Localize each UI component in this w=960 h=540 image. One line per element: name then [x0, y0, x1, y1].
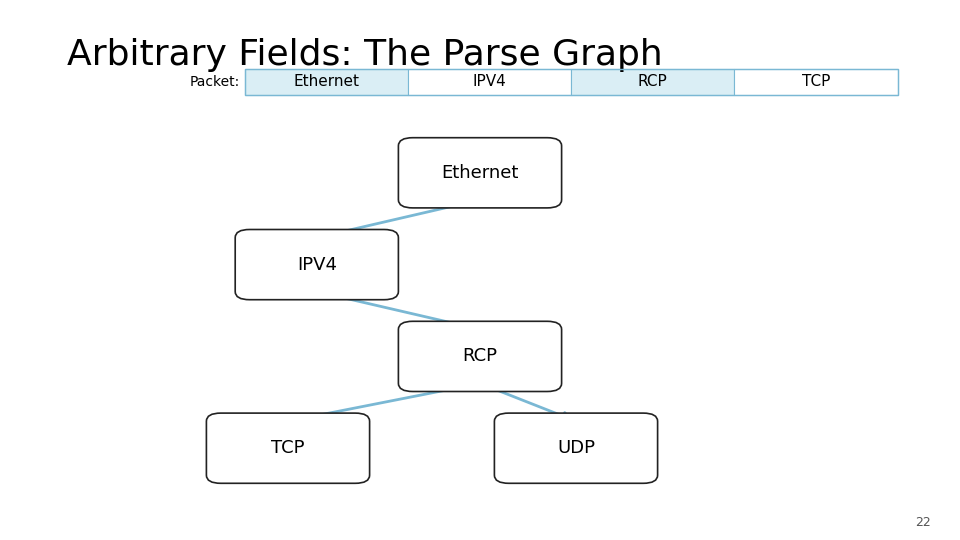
FancyBboxPatch shape	[494, 413, 658, 483]
Text: TCP: TCP	[272, 439, 304, 457]
Bar	[734, 69, 898, 94]
Text: Arbitrary Fields: The Parse Graph: Arbitrary Fields: The Parse Graph	[67, 38, 663, 72]
Text: Ethernet: Ethernet	[294, 74, 359, 89]
FancyBboxPatch shape	[206, 413, 370, 483]
Text: Ethernet: Ethernet	[442, 164, 518, 182]
Text: 22: 22	[916, 516, 931, 529]
Text: RCP: RCP	[638, 74, 667, 89]
Bar	[571, 69, 734, 94]
Text: IPV4: IPV4	[472, 74, 507, 89]
FancyBboxPatch shape	[235, 230, 398, 300]
Text: Packet:: Packet:	[190, 75, 240, 89]
Text: RCP: RCP	[463, 347, 497, 366]
FancyBboxPatch shape	[398, 321, 562, 392]
Bar	[408, 69, 571, 94]
Text: TCP: TCP	[802, 74, 830, 89]
Bar	[245, 69, 408, 94]
Text: UDP: UDP	[557, 439, 595, 457]
Text: IPV4: IPV4	[297, 255, 337, 274]
FancyBboxPatch shape	[398, 138, 562, 208]
Bar	[245, 69, 898, 94]
